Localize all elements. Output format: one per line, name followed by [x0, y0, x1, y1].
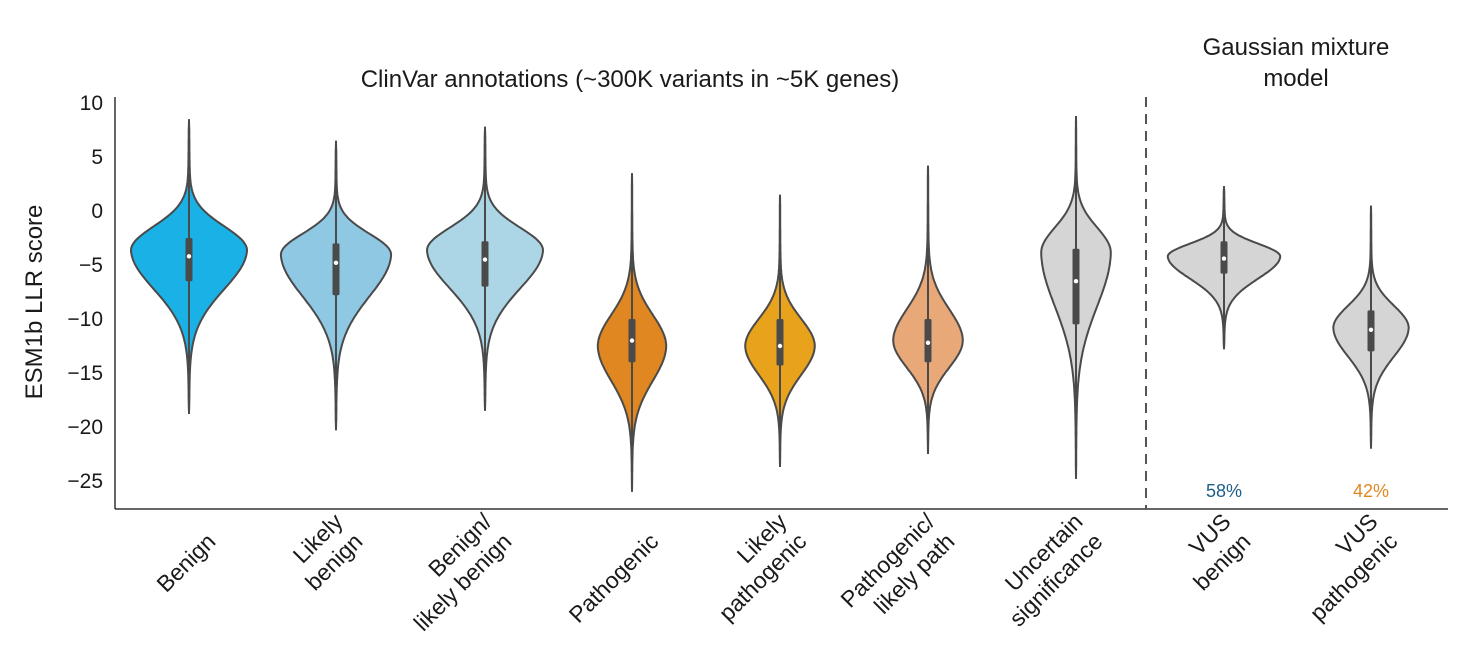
violin-median-dot — [777, 343, 783, 349]
right-title-line-1: Gaussian mixture — [1203, 34, 1390, 61]
category-label: Pathogenic — [564, 528, 664, 628]
category-label: Benign — [151, 528, 220, 597]
y-axis-label: ESM1b LLR score — [21, 205, 48, 400]
y-tick-label: 10 — [80, 92, 103, 115]
category-label: Uncertainsignificance — [984, 508, 1107, 631]
y-tick-label: 5 — [91, 146, 103, 169]
y-tick-label: −20 — [67, 416, 103, 439]
chart-title: ClinVar annotations (~300K variants in ~… — [361, 66, 900, 93]
violin-median-dot — [333, 260, 339, 266]
category-label-line: Benign — [151, 528, 220, 597]
violin-iqr-box — [481, 241, 489, 287]
violin-iqr-box — [776, 319, 784, 366]
category-label: VUSbenign — [1168, 508, 1255, 595]
category-label: Benign/likely benign — [389, 508, 517, 636]
y-tick-label: −25 — [67, 470, 103, 493]
y-tick-label: −5 — [79, 254, 103, 277]
violin-iqr-box — [185, 238, 193, 282]
category-label: VUSpathogenic — [1285, 508, 1403, 626]
y-tick-label: −10 — [67, 308, 103, 331]
right-title-line-2: model — [1263, 65, 1328, 92]
y-tick-label: 0 — [91, 200, 103, 223]
violin-median-dot — [482, 257, 488, 262]
violin-iqr-box — [1072, 248, 1080, 325]
category-label: Likelybenign — [280, 508, 367, 595]
violin-median-dot — [925, 340, 931, 345]
violin-median-dot — [1368, 327, 1374, 332]
percentage-label: 58% — [1206, 481, 1242, 501]
category-label: Likelypathogenic — [694, 508, 812, 626]
violin-median-dot — [1073, 279, 1079, 284]
percentage-label: 42% — [1353, 481, 1389, 501]
violin-median-dot — [629, 338, 635, 343]
violin-median-dot — [1221, 256, 1227, 261]
plot-area: 10 5 0 −5 −10 −15 −20 −25 Benign Likelybenign Beni… — [67, 92, 1448, 636]
category-label-line: Pathogenic — [564, 528, 664, 628]
y-tick-label: −15 — [67, 362, 103, 385]
violin-iqr-box — [332, 243, 340, 296]
violin-median-dot — [186, 254, 192, 259]
category-label: Pathogenic/likely path — [835, 508, 960, 633]
